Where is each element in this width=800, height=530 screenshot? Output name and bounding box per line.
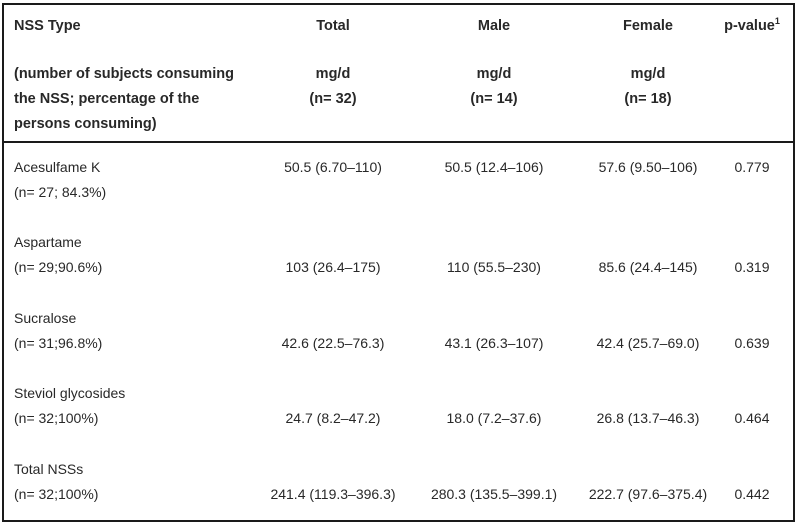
- female-unit: mg/d: [630, 66, 666, 82]
- nss-name: Total NSSs: [14, 460, 84, 477]
- male-cell: 43.1 (26.3–107): [411, 306, 577, 369]
- nss-subjects: (n= 27; 84.3%): [14, 184, 107, 200]
- nss-subjects: (n= 29;90.6%): [14, 259, 103, 276]
- p-value-cell: 0.442: [719, 457, 793, 520]
- female-n: (n= 18): [624, 91, 672, 107]
- female-value: 57.6 (9.50–106): [598, 159, 698, 175]
- female-cell: 42.4 (25.7–69.0): [577, 306, 719, 369]
- p-value: 0.319: [734, 259, 770, 276]
- column-header-female: Female mg/d (n= 18): [577, 14, 719, 141]
- male-value: 18.0 (7.2–37.6): [446, 410, 542, 427]
- nss-type-label: NSS Type: [14, 18, 81, 34]
- p-value-text: p-value: [724, 18, 775, 34]
- nss-name: Steviol glycosides: [14, 385, 126, 402]
- total-value: 50.5 (6.70–110): [284, 159, 382, 175]
- nss-subjects: (n= 32;100%): [14, 410, 99, 427]
- row-header-cell: Sucralose (n= 31;96.8%): [4, 306, 255, 369]
- female-value: 26.8 (13.7–46.3): [596, 410, 700, 427]
- row-header-cell: Acesulfame K (n= 27; 84.3%): [4, 155, 255, 218]
- table-row-aspartame: Aspartame (n= 29;90.6%) 103 (26.4–175) 1…: [4, 218, 793, 293]
- total-label: Total: [316, 18, 350, 34]
- male-label: Male: [477, 18, 511, 34]
- nss-name: Aspartame: [14, 234, 82, 251]
- female-cell: 26.8 (13.7–46.3): [577, 381, 719, 444]
- male-cell: 280.3 (135.5–399.1): [411, 457, 577, 520]
- male-cell: 110 (55.5–230): [411, 230, 577, 293]
- table-row-total-nsss: Total NSSs (n= 32;100%) 241.4 (119.3–396…: [4, 445, 793, 520]
- nss-type-description-line: the NSS; percentage of the: [14, 91, 200, 107]
- p-value-cell: 0.319: [719, 230, 793, 293]
- column-header-p-value: p-value1: [719, 14, 793, 141]
- male-unit-block: mg/d (n= 14): [411, 62, 577, 112]
- female-unit-block: mg/d (n= 18): [577, 62, 719, 112]
- row-header-cell: Aspartame (n= 29;90.6%): [4, 230, 255, 293]
- table-body: Acesulfame K (n= 27; 84.3%) 50.5 (6.70–1…: [4, 143, 793, 520]
- female-value: 42.4 (25.7–69.0): [596, 334, 700, 351]
- table-row-acesulfame-k: Acesulfame K (n= 27; 84.3%) 50.5 (6.70–1…: [4, 143, 793, 218]
- column-header-total: Total mg/d (n= 32): [255, 14, 411, 141]
- nss-type-description-line: (number of subjects consuming: [14, 66, 234, 82]
- total-unit-block: mg/d (n= 32): [255, 62, 411, 112]
- total-cell: 50.5 (6.70–110): [255, 155, 411, 218]
- female-value: 85.6 (24.4–145): [598, 259, 698, 276]
- nss-name: Sucralose: [14, 309, 77, 326]
- total-value: 42.6 (22.5–76.3): [281, 334, 385, 351]
- p-value-cell: 0.464: [719, 381, 793, 444]
- male-n: (n= 14): [470, 91, 518, 107]
- nss-type-description: (number of subjects consuming the NSS; p…: [14, 62, 255, 137]
- nss-name: Acesulfame K: [14, 159, 101, 175]
- male-value: 280.3 (135.5–399.1): [430, 485, 558, 502]
- total-cell: 24.7 (8.2–47.2): [255, 381, 411, 444]
- nss-type-description-line: persons consuming): [14, 116, 157, 132]
- table-row-sucralose: Sucralose (n= 31;96.8%) 42.6 (22.5–76.3)…: [4, 294, 793, 369]
- p-value-footnote-marker: 1: [774, 16, 780, 27]
- total-cell: 241.4 (119.3–396.3): [255, 457, 411, 520]
- total-value: 241.4 (119.3–396.3): [270, 485, 396, 502]
- row-header-cell: Total NSSs (n= 32;100%): [4, 457, 255, 520]
- male-cell: 18.0 (7.2–37.6): [411, 381, 577, 444]
- nss-intake-table: NSS Type (number of subjects consuming t…: [2, 3, 795, 522]
- p-value-cell: 0.779: [719, 155, 793, 218]
- total-n: (n= 32): [309, 91, 357, 107]
- male-cell: 50.5 (12.4–106): [411, 155, 577, 218]
- male-value: 110 (55.5–230): [447, 259, 541, 276]
- nss-subjects: (n= 32;100%): [14, 485, 99, 502]
- female-cell: 57.6 (9.50–106): [577, 155, 719, 218]
- p-value-cell: 0.639: [719, 306, 793, 369]
- female-cell: 85.6 (24.4–145): [577, 230, 719, 293]
- total-unit: mg/d: [315, 66, 351, 82]
- p-value: 0.639: [734, 334, 770, 351]
- total-cell: 103 (26.4–175): [255, 230, 411, 293]
- p-value: 0.779: [734, 159, 770, 175]
- female-value: 222.7 (97.6–375.4): [588, 485, 708, 502]
- column-header-nss-type: NSS Type (number of subjects consuming t…: [4, 14, 255, 141]
- nss-subjects: (n= 31;96.8%): [14, 334, 103, 351]
- table-row-steviol-glycosides: Steviol glycosides (n= 32;100%) 24.7 (8.…: [4, 369, 793, 444]
- female-cell: 222.7 (97.6–375.4): [577, 457, 719, 520]
- male-value: 43.1 (26.3–107): [444, 334, 544, 351]
- table-header: NSS Type (number of subjects consuming t…: [4, 5, 793, 143]
- female-label: Female: [623, 18, 673, 34]
- total-value: 103 (26.4–175): [285, 259, 381, 276]
- column-header-male: Male mg/d (n= 14): [411, 14, 577, 141]
- total-value: 24.7 (8.2–47.2): [285, 410, 381, 427]
- male-unit: mg/d: [476, 66, 512, 82]
- male-value: 50.5 (12.4–106): [444, 159, 544, 175]
- row-header-cell: Steviol glycosides (n= 32;100%): [4, 381, 255, 444]
- p-value: 0.442: [734, 485, 770, 502]
- total-cell: 42.6 (22.5–76.3): [255, 306, 411, 369]
- p-value: 0.464: [734, 410, 770, 427]
- p-value-label: p-value1: [719, 14, 785, 39]
